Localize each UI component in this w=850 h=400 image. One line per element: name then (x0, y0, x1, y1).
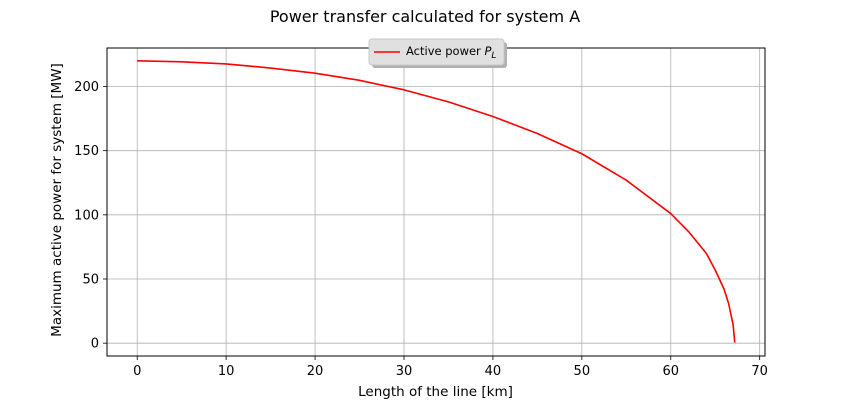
x-tick-label: 20 (307, 364, 324, 379)
x-tick-label: 30 (396, 364, 413, 379)
series-layer (137, 60, 736, 343)
x-tick-label: 40 (485, 364, 502, 379)
x-tick-label: 70 (751, 364, 768, 379)
y-tick-label: 50 (82, 273, 99, 288)
y-axis-label: Maximum active power for system [MW] (49, 63, 65, 337)
y-tick-label: 200 (74, 80, 99, 95)
legend-label-text: Active power (406, 44, 484, 58)
legend-label-subscript: L (491, 51, 496, 61)
x-axis-ticks: 0 10 20 30 40 50 60 70 (133, 356, 768, 379)
y-tick-label: 100 (74, 208, 99, 223)
legend: Active power PL (368, 38, 507, 68)
x-axis-label: Length of the line [km] (358, 384, 513, 400)
x-tick-label: 60 (662, 364, 679, 379)
chart-title: Power transfer calculated for system A (270, 7, 580, 26)
y-tick-label: 150 (74, 144, 99, 159)
y-axis-ticks: 0 50 100 150 200 (74, 80, 107, 352)
legend-entry-label: Active power PL (406, 44, 496, 61)
x-tick-label: 50 (574, 364, 591, 379)
plot-frame (106, 47, 766, 357)
grid-lines (107, 48, 765, 356)
y-tick-label: 0 (91, 337, 99, 352)
legend-label-symbol: P (484, 44, 491, 58)
series-line (137, 60, 736, 343)
x-tick-label: 10 (218, 364, 235, 379)
legend-box (368, 38, 505, 66)
x-tick-label: 0 (133, 364, 141, 379)
